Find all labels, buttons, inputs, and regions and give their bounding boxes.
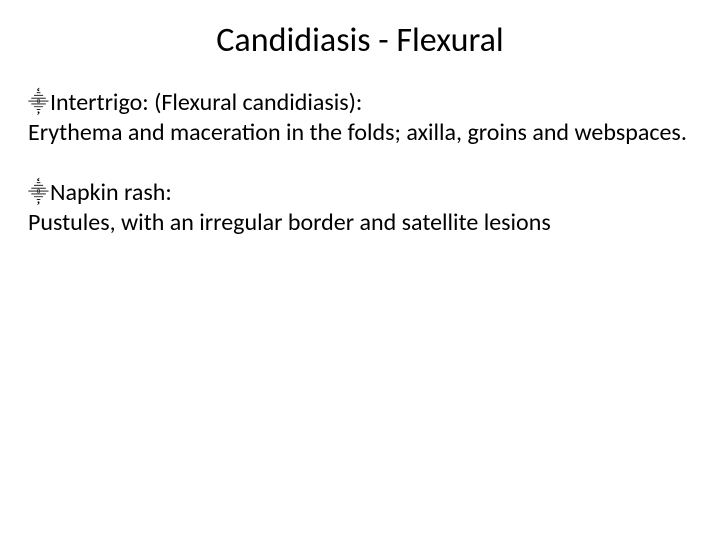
slide: Candidiasis - Flexural ⸎ Intertrigo: (Fl…: [0, 0, 720, 540]
bullet-item: ⸎ Napkin rash:: [28, 178, 710, 208]
bullet-item: ⸎ Intertrigo: (Flexural candidiasis):: [28, 88, 710, 118]
bullet-icon: ⸎: [28, 178, 50, 208]
bullet-body: Pustules, with an irregular border and s…: [28, 208, 710, 238]
bullet-icon: ⸎: [28, 88, 50, 118]
bullet-heading: Intertrigo: (Flexural candidiasis):: [50, 88, 710, 118]
bullet-heading: Napkin rash:: [50, 178, 710, 208]
bullet-body: Erythema and maceration in the folds; ax…: [28, 118, 710, 148]
slide-title: Candidiasis - Flexural: [0, 20, 720, 61]
section-gap: [28, 148, 710, 178]
slide-body: ⸎ Intertrigo: (Flexural candidiasis): Er…: [28, 88, 710, 238]
